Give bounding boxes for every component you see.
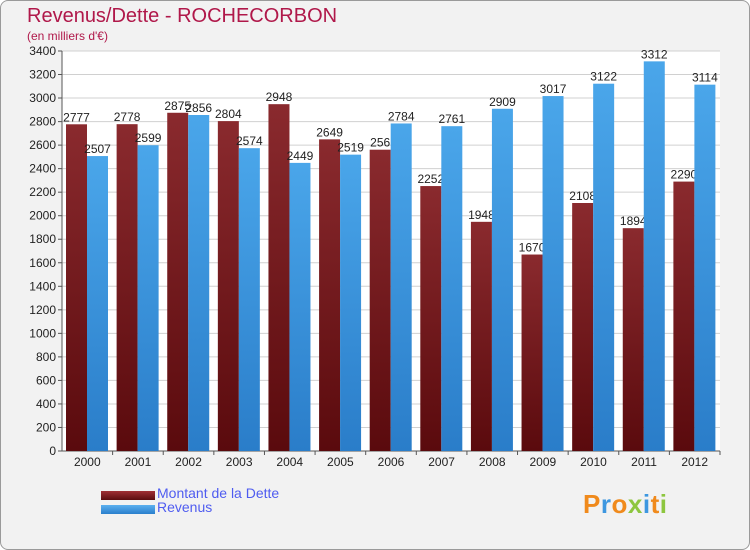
bar-revenus: [643, 61, 665, 452]
data-label-revenus: 2856: [185, 101, 212, 115]
x-tick-label: 2007: [428, 455, 455, 469]
bar-dette: [420, 186, 442, 451]
chart-title: Revenus/Dette - ROCHECORBON: [27, 5, 338, 27]
y-tick-label: 1800: [29, 232, 56, 246]
data-label-revenus: 3122: [590, 70, 617, 84]
data-label-revenus: 2599: [135, 131, 162, 145]
y-tick-label: 2800: [29, 115, 56, 129]
x-tick-label: 2010: [580, 455, 607, 469]
bar-dette: [167, 112, 189, 451]
y-tick-label: 200: [36, 420, 56, 434]
y-tick-label: 600: [36, 373, 56, 387]
data-label-dette: 1670: [519, 241, 546, 255]
data-label-dette: 2778: [114, 110, 141, 124]
legend-label-revenus: Revenus: [157, 499, 213, 515]
data-label-revenus: 3017: [540, 82, 567, 96]
y-tick-label: 2400: [29, 162, 56, 176]
y-tick-label: 1400: [29, 279, 56, 293]
bar-dette: [217, 121, 239, 451]
data-label-revenus: 3114: [692, 71, 718, 85]
legend-swatch-revenus: [101, 505, 155, 514]
x-tick-label: 2000: [74, 455, 101, 469]
bar-revenus: [188, 115, 210, 451]
y-tick-label: 1200: [29, 303, 56, 317]
logo-letter: i: [659, 489, 668, 519]
y-tick-label: 1600: [29, 256, 56, 270]
data-label-dette: 2649: [316, 125, 343, 139]
x-tick-label: 2002: [175, 455, 202, 469]
y-tick-label: 2000: [29, 209, 56, 223]
y-tick-label: 1000: [29, 326, 56, 340]
proxiti-logo: Proxiti: [583, 489, 667, 520]
logo-letter: r: [600, 489, 612, 519]
legend-label-dette: Montant de la Dette: [157, 485, 280, 501]
data-label-revenus: 2909: [489, 95, 516, 109]
data-label-revenus: 2507: [84, 142, 111, 156]
bar-dette: [470, 221, 492, 451]
data-label-dette: 2948: [266, 90, 293, 104]
bar-dette: [268, 104, 290, 452]
bar-revenus: [289, 162, 311, 451]
x-tick-label: 2003: [226, 455, 253, 469]
bar-revenus: [340, 154, 362, 451]
bar-dette: [369, 149, 391, 452]
data-label-revenus: 2784: [388, 109, 415, 123]
data-label-dette: 2252: [417, 172, 444, 186]
legend-swatch-dette: [101, 491, 155, 500]
chart-subtitle: (en milliers d'€): [27, 29, 108, 43]
bar-revenus: [441, 126, 463, 452]
x-tick-label: 2009: [529, 455, 556, 469]
bar-dette: [622, 228, 644, 451]
x-tick-label: 2008: [479, 455, 506, 469]
data-label-revenus: 2519: [337, 141, 364, 155]
data-label-revenus: 2761: [438, 112, 465, 126]
bar-revenus: [390, 123, 412, 452]
data-label-revenus: 2449: [287, 149, 314, 163]
y-tick-label: 800: [36, 350, 56, 364]
bar-dette: [673, 181, 695, 451]
y-tick-label: 3400: [29, 44, 56, 58]
bar-revenus: [137, 145, 159, 451]
y-tick-label: 3200: [29, 68, 56, 82]
logo-letter: P: [583, 489, 601, 519]
bar-revenus: [491, 108, 513, 451]
x-tick-label: 2012: [681, 455, 708, 469]
bar-revenus: [87, 156, 108, 451]
data-label-dette: 256: [370, 136, 390, 150]
bar-dette: [66, 124, 87, 451]
bar-revenus: [542, 96, 564, 451]
bar-revenus: [593, 83, 615, 452]
x-tick-label: 2001: [125, 455, 152, 469]
x-tick-label: 2005: [327, 455, 354, 469]
data-label-dette: 2290: [671, 168, 698, 182]
y-tick-label: 3000: [29, 91, 56, 105]
x-tick-label: 2006: [378, 455, 405, 469]
data-label-dette: 2777: [63, 110, 90, 124]
logo-letter: t: [650, 489, 660, 519]
bar-revenus: [238, 148, 260, 452]
x-tick-label: 2004: [276, 455, 303, 469]
data-label-dette: 2804: [215, 107, 242, 121]
y-tick-label: 2200: [29, 185, 56, 199]
logo-letter: o: [611, 489, 628, 519]
y-tick-label: 2600: [29, 138, 56, 152]
data-label-dette: 1894: [620, 214, 647, 228]
data-label-revenus: 3312: [641, 47, 668, 61]
data-label-dette: 1948: [468, 208, 495, 222]
bar-dette: [319, 139, 341, 451]
logo-letter: x: [627, 489, 643, 519]
data-label-dette: 2875: [164, 99, 191, 113]
bar-revenus: [694, 84, 716, 451]
bar-dette: [572, 203, 594, 451]
bar-dette: [521, 254, 543, 451]
data-label-revenus: 2574: [236, 134, 263, 148]
y-tick-label: 0: [49, 444, 56, 458]
x-tick-label: 2011: [631, 455, 657, 469]
bar-dette: [116, 124, 138, 452]
y-tick-label: 400: [36, 397, 56, 411]
logo-letter: i: [642, 489, 651, 519]
data-label-dette: 2108: [569, 189, 596, 203]
